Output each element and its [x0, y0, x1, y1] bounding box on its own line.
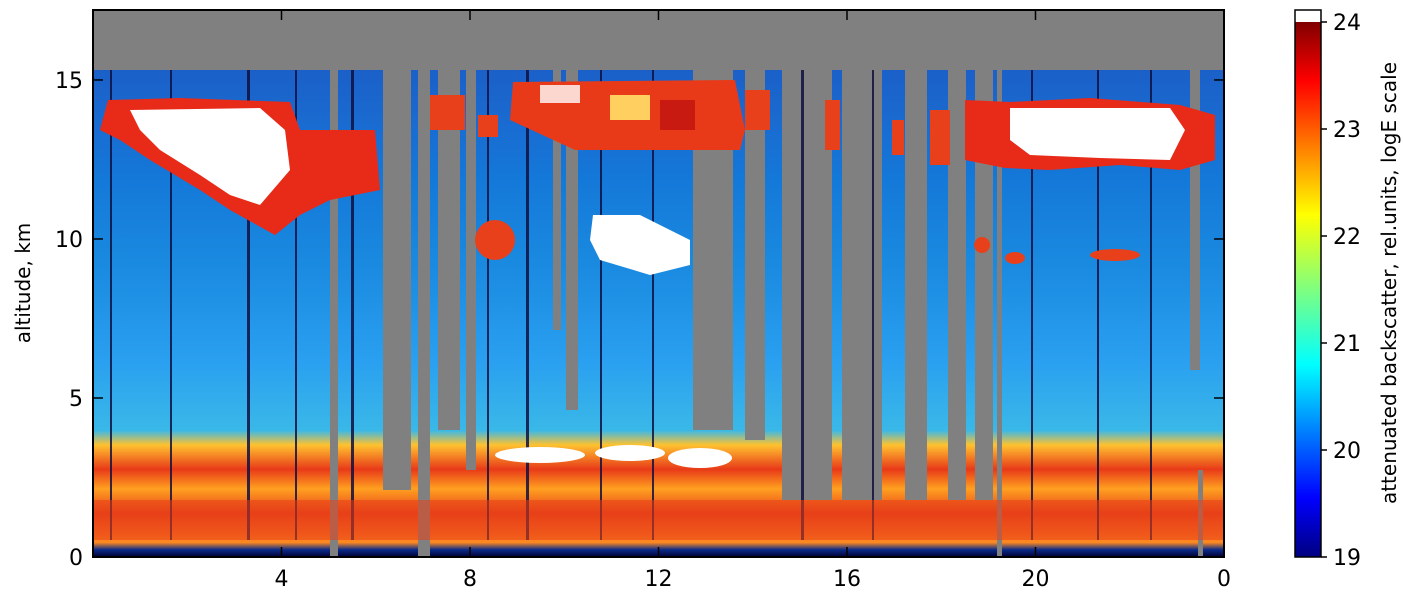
mid-clouds: [475, 215, 1140, 275]
colorbar-ticks: 19 20 21 22 23 24: [1321, 11, 1361, 571]
boundary-layer-saturation: [93, 445, 1224, 540]
y-tick-label: 0: [69, 546, 83, 571]
colorbar-tick-label: 23: [1333, 118, 1361, 143]
cirrus-layer: [100, 80, 1215, 235]
x-tick-label: 0: [1217, 567, 1231, 592]
y-tick-label: 5: [69, 387, 83, 412]
colorbar-over: [1295, 10, 1321, 22]
y-axis: 0 5 10 15: [55, 69, 1224, 571]
x-tick-label: 16: [833, 567, 861, 592]
x-tick-label: 12: [645, 567, 673, 592]
colorbar-tick-label: 19: [1333, 546, 1361, 571]
colorbar-tick-label: 24: [1333, 11, 1361, 36]
x-axis: 4 8 12 16 20 0: [275, 10, 1231, 592]
colorbar-frame: [1294, 9, 1322, 558]
y-tick-label: 15: [55, 69, 83, 94]
no-data-gaps: [330, 70, 1203, 557]
dark-streaks: [110, 70, 1152, 540]
x-tick-label: 20: [1022, 567, 1050, 592]
x-tick-label: 8: [463, 567, 477, 592]
colorbar-tick-label: 20: [1333, 439, 1361, 464]
colorbar-label: attenuated backscatter, rel.units, logE …: [1377, 62, 1401, 504]
colorbar-tick-label: 21: [1333, 332, 1361, 357]
colorbar-tick-label: 22: [1333, 225, 1361, 250]
y-axis-label: altitude, km: [11, 223, 35, 344]
colorbar: 19 20 21 22 23 24 attenuated backscatter, rel…: [1294, 9, 1401, 571]
y-tick-label: 10: [55, 228, 83, 253]
heatmap-image: [93, 10, 1224, 557]
colorbar-gradient: [1295, 22, 1321, 557]
x-tick-label: 4: [275, 567, 289, 592]
